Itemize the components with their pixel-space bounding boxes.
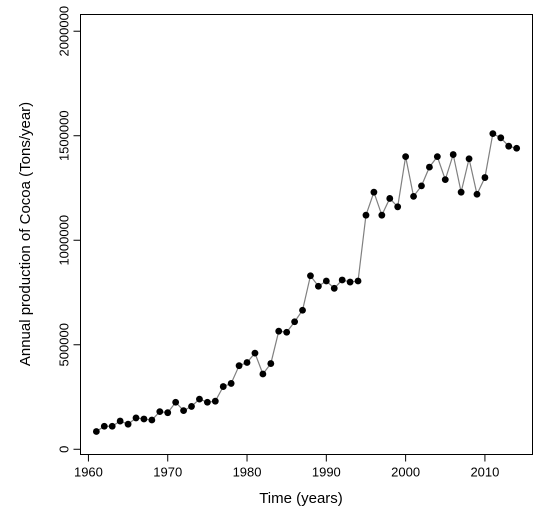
series-line [96,132,517,433]
data-point [108,422,116,430]
data-point [299,306,306,314]
data-point [92,428,100,435]
data-point [322,277,330,285]
data-point [346,278,354,286]
data-point [132,414,140,422]
data-point [100,422,108,430]
data-series [92,130,521,435]
data-point [378,211,386,219]
data-point [449,151,457,158]
data-point [497,134,505,142]
data-point [235,362,243,370]
y-tick-label: 500000 [57,323,72,366]
data-point [418,182,425,190]
data-point [513,144,521,152]
data-point [505,142,513,150]
data-point [196,395,203,403]
data-point [402,153,410,161]
data-point [259,370,267,378]
data-point [148,416,156,424]
data-point [457,188,465,196]
data-point [219,383,227,390]
y-axis: 0 500000 1000000 1500000 2000000 [57,6,81,453]
x-tick-label: 1960 [74,465,103,480]
data-point [283,328,291,336]
data-point [267,360,275,367]
x-tick-label: 1980 [233,465,262,480]
y-tick-label: 0 [57,446,72,453]
data-point [291,318,299,326]
data-point [275,327,283,335]
data-point [433,153,441,161]
data-point [227,380,235,387]
x-axis: 1960 1970 1980 1990 2000 2010 [74,454,499,480]
data-point [370,188,378,196]
data-point [362,211,370,219]
x-tick-label: 1990 [312,465,341,480]
data-point [180,407,187,415]
data-point [211,397,219,405]
data-point [489,130,497,138]
data-point [156,408,164,416]
data-point [386,195,394,202]
data-point [124,420,132,428]
data-point [251,349,259,357]
data-point [426,163,433,171]
data-point [140,415,148,423]
plot-box [80,14,533,455]
data-point [354,277,362,285]
data-point [172,398,180,406]
x-axis-label: Time (years) [259,490,343,507]
plot-frame [80,14,533,455]
data-point [338,276,346,284]
x-tick-label: 1970 [153,465,182,480]
data-point [465,155,473,163]
data-point [116,417,124,425]
data-point [473,190,481,198]
data-point [441,176,449,184]
data-point [394,203,402,211]
y-axis-label: Annual production of Cocoa (Tons/year) [17,102,34,366]
data-point [314,282,322,290]
data-point [203,398,211,406]
x-tick-label: 2010 [470,465,499,480]
y-tick-label: 1500000 [57,110,72,161]
data-point [188,403,195,410]
y-tick-label: 2000000 [57,6,72,57]
data-point [243,359,251,366]
data-point [164,409,172,417]
x-tick-label: 2000 [391,465,420,480]
data-point [307,272,314,280]
data-point [410,192,417,200]
data-point [330,284,338,292]
data-point [481,174,489,181]
y-tick-label: 1000000 [57,215,72,266]
